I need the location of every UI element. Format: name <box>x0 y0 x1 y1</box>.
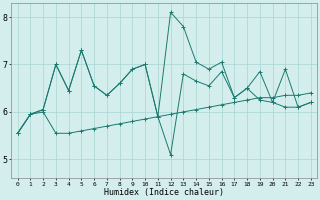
X-axis label: Humidex (Indice chaleur): Humidex (Indice chaleur) <box>104 188 224 197</box>
